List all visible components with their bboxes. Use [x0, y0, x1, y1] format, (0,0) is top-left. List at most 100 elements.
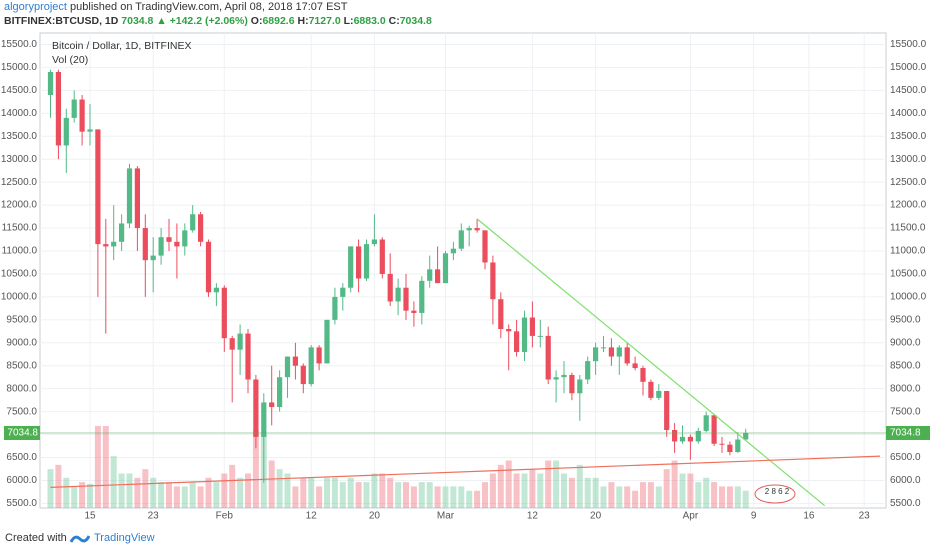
candle-body: [348, 246, 354, 288]
volume-bar: [529, 469, 536, 508]
volume-bar: [197, 486, 204, 508]
volume-bar: [324, 477, 330, 508]
volume-bar: [482, 482, 488, 508]
candle-body: [703, 415, 709, 431]
logo: [70, 535, 90, 543]
trendlines: [40, 218, 886, 507]
candle-body: [134, 168, 140, 229]
candle-body: [316, 347, 322, 364]
volume-bar: [474, 490, 481, 508]
candle-body: [679, 436, 686, 442]
volume-bar: [308, 477, 315, 508]
volume-bar: [395, 482, 402, 508]
volume-bar: [300, 477, 307, 508]
candle-body: [529, 317, 535, 336]
y-tick-label-left: 9000.0: [6, 337, 37, 348]
candle-body: [727, 444, 733, 453]
volume-bar: [608, 482, 615, 508]
candle-body: [719, 443, 725, 445]
events-badge[interactable]: 2 8 6 2: [754, 484, 796, 504]
y-tick-label-left: 5500.0: [6, 498, 37, 509]
volume-bar: [553, 460, 560, 508]
candle-body: [190, 214, 196, 231]
h: 7127.0: [308, 15, 341, 27]
volume-bar: [213, 482, 220, 508]
candle-body: [569, 374, 575, 394]
volume-bar: [434, 486, 441, 508]
volume-bar: [316, 486, 323, 508]
y-tick-label-left: 7500.0: [6, 406, 37, 417]
badge-shape: [754, 484, 796, 504]
candle-body: [205, 241, 212, 293]
candle-body: [640, 368, 646, 382]
c-label: C:: [388, 15, 400, 27]
volume-bar: [142, 469, 149, 508]
candles: [47, 69, 749, 483]
candle-body: [47, 72, 54, 95]
candle-body: [292, 356, 298, 366]
y-tick-label-right: 14500.0: [890, 85, 927, 96]
candle-body: [158, 237, 164, 256]
y-tick-label-right: 7500.0: [890, 406, 921, 417]
trendline: [50, 455, 881, 488]
volume-bar: [647, 482, 654, 508]
candle-body: [324, 319, 330, 364]
publish-line: algoryproject published on TradingView.c…: [4, 1, 347, 13]
author[interactable]: algoryproject: [4, 1, 67, 13]
volume-bar: [189, 482, 196, 508]
volume-bar: [134, 477, 141, 508]
candle-body: [221, 287, 227, 339]
y-tick-label-left: 15000.0: [1, 62, 38, 73]
candle-body: [79, 99, 85, 132]
volume-bar: [521, 473, 528, 508]
volume-bar: [742, 490, 749, 508]
volume-bar: [276, 469, 283, 508]
candle-body: [269, 402, 275, 408]
candle-body: [55, 72, 61, 146]
volume-bar: [331, 477, 338, 508]
candle-body: [664, 390, 670, 430]
volume-bar: [450, 486, 457, 508]
volume-bar: [347, 477, 354, 508]
x-tick-label: Mar: [437, 511, 455, 522]
volume-bar: [640, 482, 646, 508]
volume-bar: [371, 473, 378, 508]
y-tick-label-left: 11000.0: [2, 246, 38, 257]
y-tick-label-left: 13500.0: [1, 131, 38, 142]
trendline: [476, 218, 826, 507]
candle-body: [411, 310, 417, 313]
volume-bar: [245, 473, 251, 508]
h-label: H:: [297, 15, 309, 27]
volume-bar: [663, 469, 670, 508]
y-tick-label-right: 10500.0: [890, 269, 927, 280]
candle-body: [743, 432, 749, 440]
candle-body: [656, 390, 662, 398]
volume-bar: [568, 477, 575, 508]
volume-bar: [719, 486, 725, 508]
candle-body: [213, 287, 219, 293]
chart: 5500.05500.06000.06000.06500.06500.07000…: [1, 32, 930, 522]
candle-body: [229, 338, 235, 350]
candle-body: [521, 317, 528, 352]
brand[interactable]: TradingView: [94, 532, 155, 544]
volume-bar: [632, 490, 639, 508]
candle-body: [245, 333, 251, 380]
volume-bar: [118, 473, 125, 508]
price-tag-left: [4, 425, 40, 440]
candle-body: [182, 230, 188, 247]
volume-bar: [442, 486, 449, 508]
candle-body: [600, 347, 607, 349]
y-tick-label-right: 9000.0: [890, 337, 921, 348]
candle-body: [387, 273, 393, 302]
volume-bar: [458, 486, 465, 508]
candle-body: [545, 335, 551, 380]
candle-body: [103, 244, 109, 247]
candle-body: [395, 287, 401, 302]
volume-bar: [655, 486, 662, 508]
x-tick-label: 9: [751, 511, 757, 522]
candle-body: [261, 402, 267, 437]
l: 6883.0: [353, 15, 386, 27]
price-tag-right-text: 7034.8: [890, 428, 921, 439]
x-tick-label: 15: [84, 511, 96, 522]
